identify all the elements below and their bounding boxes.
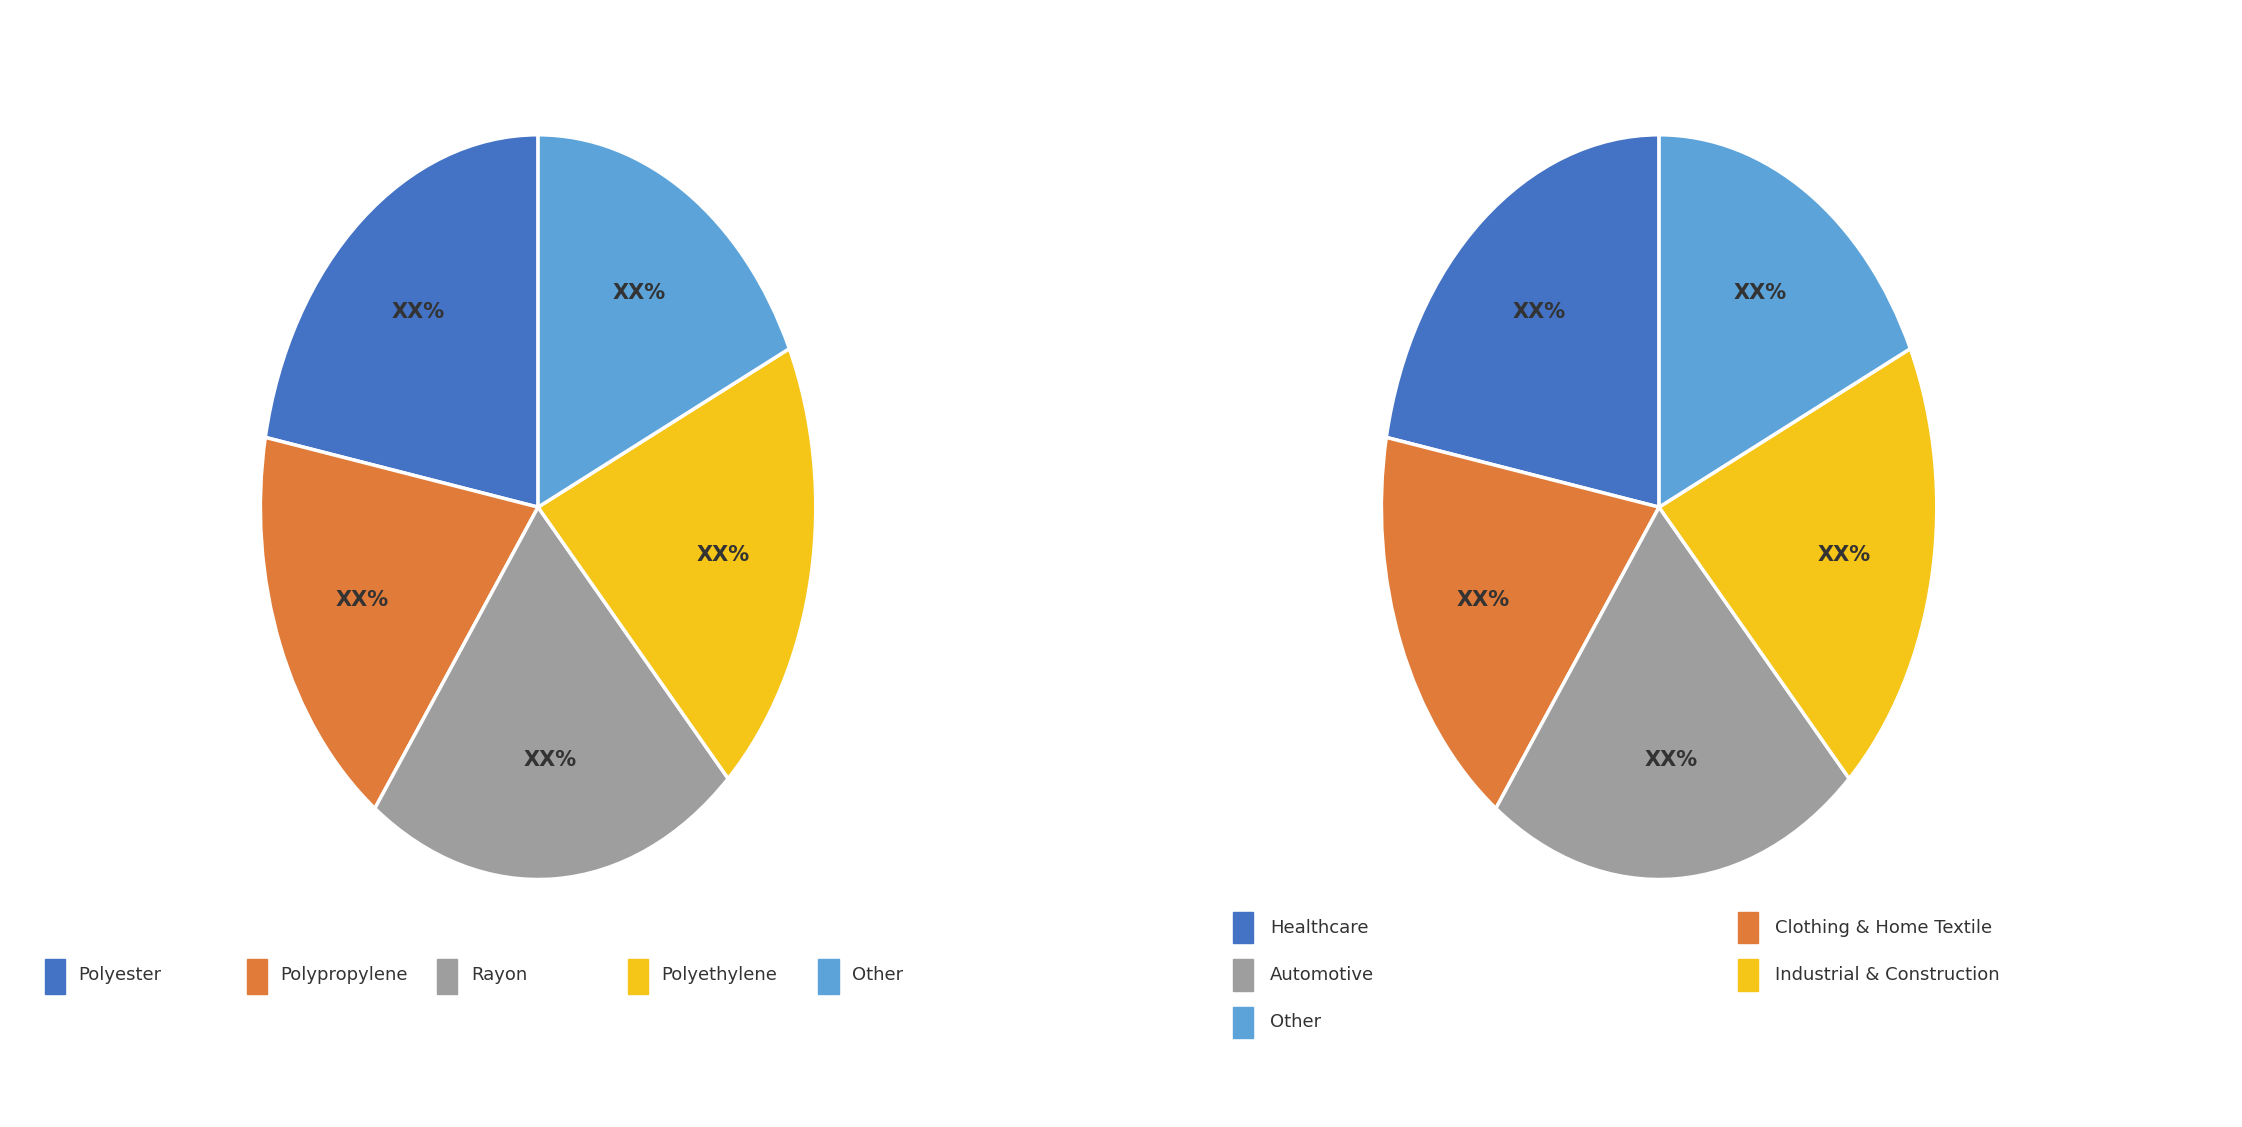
Text: Source: Theindustrystats Analysis: Source: Theindustrystats Analysis: [29, 1084, 404, 1103]
Wedge shape: [538, 135, 789, 507]
Text: Polyester: Polyester: [78, 966, 161, 984]
Text: Website: www.theindustrystats.com: Website: www.theindustrystats.com: [1814, 1084, 2213, 1103]
Text: Fig. Global Melt-Blown Nonwovens Market Share by Product Types & Application: Fig. Global Melt-Blown Nonwovens Market …: [29, 37, 1294, 65]
Bar: [818, 959, 839, 994]
Text: XX%: XX%: [612, 283, 666, 303]
Text: Other: Other: [852, 966, 904, 984]
Wedge shape: [538, 348, 816, 779]
Text: Industrial & Construction: Industrial & Construction: [1776, 966, 2000, 984]
Text: Polyethylene: Polyethylene: [661, 966, 778, 984]
Text: XX%: XX%: [1818, 544, 1872, 565]
Wedge shape: [1495, 507, 1850, 879]
Wedge shape: [265, 135, 538, 507]
Bar: [1233, 959, 1253, 991]
Wedge shape: [1659, 135, 1910, 507]
Text: XX%: XX%: [1457, 591, 1511, 611]
Wedge shape: [374, 507, 729, 879]
Wedge shape: [1381, 437, 1659, 808]
Text: XX%: XX%: [522, 749, 576, 770]
Text: Automotive: Automotive: [1269, 966, 1374, 984]
Text: Rayon: Rayon: [471, 966, 527, 984]
Bar: [1738, 959, 1758, 991]
Text: XX%: XX%: [1643, 749, 1697, 770]
Text: XX%: XX%: [697, 544, 751, 565]
Text: XX%: XX%: [1733, 283, 1787, 303]
Wedge shape: [1659, 348, 1937, 779]
Text: Other: Other: [1269, 1013, 1321, 1031]
Text: Healthcare: Healthcare: [1269, 919, 1368, 937]
Text: Polypropylene: Polypropylene: [280, 966, 408, 984]
Bar: [628, 959, 648, 994]
Bar: [1233, 1006, 1253, 1038]
Text: XX%: XX%: [336, 591, 390, 611]
Text: XX%: XX%: [1511, 302, 1565, 322]
Bar: [45, 959, 65, 994]
Wedge shape: [260, 437, 538, 808]
Bar: [437, 959, 457, 994]
Text: Email: sales@theindustrystats.com: Email: sales@theindustrystats.com: [928, 1084, 1314, 1103]
Wedge shape: [1386, 135, 1659, 507]
Bar: [1738, 912, 1758, 943]
Bar: [247, 959, 267, 994]
Text: Clothing & Home Textile: Clothing & Home Textile: [1776, 919, 1991, 937]
Bar: [1233, 912, 1253, 943]
Text: XX%: XX%: [390, 302, 444, 322]
